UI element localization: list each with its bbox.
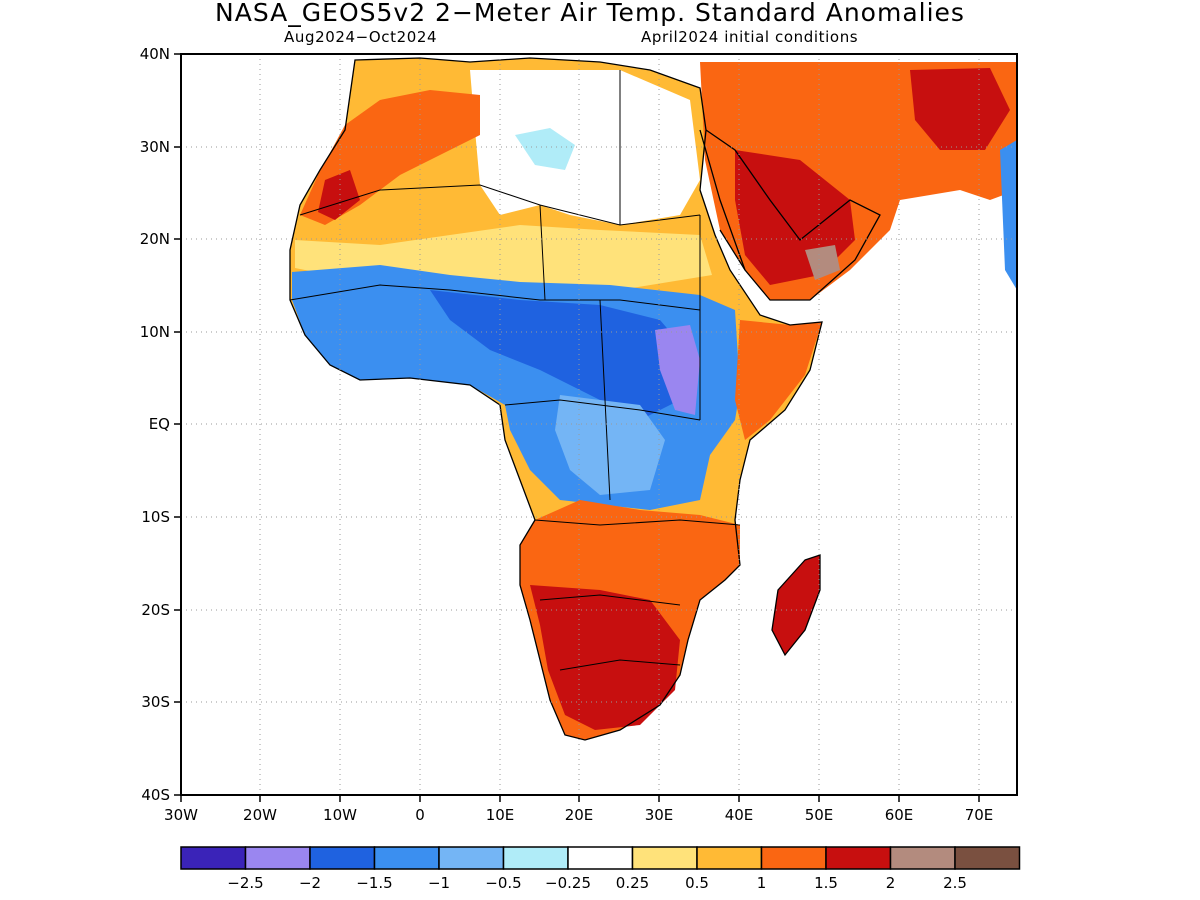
lon-label: 30W	[164, 806, 198, 824]
legend-label: −2	[299, 874, 321, 892]
legend-label: 1.5	[814, 874, 838, 892]
legend-swatch	[696, 846, 763, 870]
tick-marks	[174, 53, 980, 802]
india-cool	[1000, 140, 1017, 290]
legend-swatch	[631, 846, 698, 870]
color-legend: −2.5 −2 −1.5 −1 −0.5 −0.25 0.25 0.5 1 1.5 2 2.5	[180, 846, 1021, 892]
oman-brown	[805, 245, 840, 280]
legend-swatch	[825, 846, 892, 870]
lon-label: 0	[415, 806, 425, 824]
lat-label: 30N	[140, 138, 170, 156]
central-deep-cool	[430, 290, 690, 420]
lat-label: 20S	[141, 601, 170, 619]
legend-swatch	[567, 846, 634, 870]
legend-label: 2.5	[943, 874, 967, 892]
africa-coastline	[289, 57, 823, 741]
legend-label: −2.5	[227, 874, 263, 892]
lat-label: 10N	[140, 323, 170, 341]
legend-label: 1	[757, 874, 767, 892]
sahara-neutral	[470, 70, 700, 225]
legend-swatch	[244, 846, 311, 870]
coastlines	[289, 57, 881, 741]
legend-label: 0.25	[616, 874, 649, 892]
graticule	[181, 54, 1017, 795]
red-sea-coast	[699, 129, 746, 271]
east-deep-cool	[655, 325, 700, 415]
lon-label: 20E	[565, 806, 594, 824]
lon-label: 10W	[323, 806, 357, 824]
lon-label: 40E	[725, 806, 754, 824]
legend-swatch	[309, 846, 376, 870]
lat-label: 40S	[141, 786, 170, 804]
legend-label: 2	[886, 874, 896, 892]
lon-label: 20W	[243, 806, 277, 824]
lon-label: 50E	[805, 806, 834, 824]
arabia-coastline	[705, 129, 881, 301]
legend-label: 0.5	[685, 874, 709, 892]
legend-swatch	[373, 846, 440, 870]
legend-swatch	[954, 846, 1021, 870]
northwest-red	[318, 170, 360, 220]
legend-label: −0.25	[545, 874, 591, 892]
legend-swatch	[438, 846, 505, 870]
iran-red	[910, 68, 1010, 150]
initial-conditions: April2024 initial conditions	[641, 28, 859, 46]
national-borders	[289, 70, 741, 671]
legend-swatch	[502, 846, 569, 870]
lon-label: 30E	[645, 806, 674, 824]
legend-swatch	[889, 846, 956, 870]
anomaly-field	[290, 58, 1017, 740]
longitude-labels: 30W 20W 10W 0 10E 20E 30E 40E 50E 60E 70…	[164, 806, 993, 824]
sahara-cool-patch	[515, 128, 575, 170]
central-mid-cool	[555, 395, 665, 495]
east-africa-warm	[735, 320, 822, 440]
legend-swatch	[180, 846, 247, 870]
forecast-period: Aug2024−Oct2024	[284, 28, 438, 46]
legend-label: −1.5	[356, 874, 392, 892]
legend-label: −1	[428, 874, 450, 892]
lat-label: EQ	[149, 415, 170, 433]
southern-africa-red	[530, 585, 680, 730]
lat-label: 30S	[141, 693, 170, 711]
lat-label: 40N	[140, 45, 170, 63]
legend-swatch	[760, 846, 827, 870]
legend-label: −0.5	[485, 874, 521, 892]
madagascar-coastline	[771, 554, 821, 657]
madagascar	[772, 555, 820, 655]
map-title: NASA_GEOS5v2 2−Meter Air Temp. Standard …	[215, 0, 965, 27]
lon-label: 60E	[885, 806, 914, 824]
latitude-labels: 40N 30N 20N 10N EQ 10S 20S 30S 40S	[140, 45, 170, 804]
lat-label: 20N	[140, 230, 170, 248]
lon-label: 10E	[486, 806, 515, 824]
lat-label: 10S	[141, 508, 170, 526]
lon-label: 70E	[965, 806, 994, 824]
